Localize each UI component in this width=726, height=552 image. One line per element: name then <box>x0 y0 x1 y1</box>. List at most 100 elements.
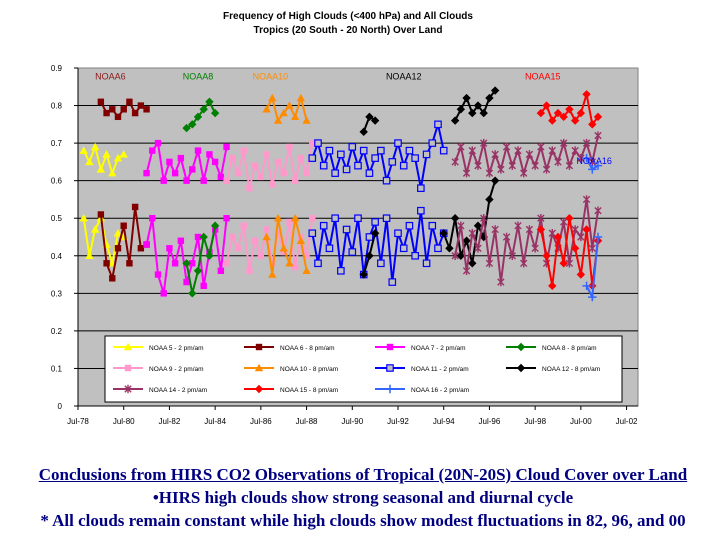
data-point <box>508 161 516 170</box>
data-point <box>246 184 253 192</box>
data-point <box>274 158 282 166</box>
x-tick-label: Jul-02 <box>616 417 638 426</box>
data-point <box>514 221 522 230</box>
data-point <box>296 93 306 102</box>
data-point <box>411 251 419 260</box>
legend-label: NOAA 8 - 8 pm/am <box>542 345 597 352</box>
data-point <box>548 116 557 125</box>
data-point <box>542 165 551 174</box>
data-point <box>223 143 230 151</box>
data-point <box>303 252 310 259</box>
series-line <box>311 210 445 283</box>
data-point <box>582 225 591 234</box>
data-point <box>189 166 196 173</box>
data-point <box>302 266 311 274</box>
y-tick-label: 0.5 <box>51 214 63 223</box>
data-point <box>577 232 585 242</box>
data-point <box>171 260 179 267</box>
data-point <box>536 225 546 234</box>
data-point <box>171 169 179 177</box>
data-point <box>405 146 414 155</box>
legend-item: NOAA 16 - 2 pm/am <box>375 384 469 394</box>
satellite-label: NOAA16 <box>576 156 612 166</box>
data-point <box>251 162 259 169</box>
data-point <box>90 225 100 233</box>
data-point <box>451 251 459 260</box>
data-point <box>257 252 265 259</box>
data-point <box>308 154 317 162</box>
data-point <box>210 108 220 118</box>
legend-swatch-marker <box>124 384 132 394</box>
legend-item: NOAA 6 - 8 pm/am <box>244 343 335 352</box>
data-point <box>223 215 230 222</box>
data-point <box>553 108 563 118</box>
legend-swatch-marker <box>516 363 526 373</box>
legend-item: NOAA 10 - 8 pm/am <box>244 363 338 373</box>
data-point <box>474 161 482 170</box>
data-point <box>120 222 127 229</box>
data-point <box>79 214 88 222</box>
y-tick-label: 0 <box>58 402 63 411</box>
data-point <box>559 112 568 122</box>
data-point <box>451 157 459 167</box>
data-point <box>456 251 466 260</box>
data-point <box>296 236 306 244</box>
data-point <box>485 195 494 204</box>
satellite-label: NOAA6 <box>95 72 126 82</box>
legend-label: NOAA 14 - 2 pm/am <box>149 387 207 394</box>
data-point <box>559 259 568 268</box>
data-point <box>325 146 334 155</box>
data-point <box>183 177 190 184</box>
data-point <box>205 97 214 106</box>
x-tick-label: Jul-82 <box>159 417 181 426</box>
data-point <box>370 116 380 125</box>
data-point <box>234 245 242 252</box>
data-point <box>143 241 150 248</box>
data-point <box>405 221 414 230</box>
data-point <box>200 177 207 184</box>
data-point <box>285 259 294 267</box>
legend-label: NOAA 15 - 8 pm/am <box>280 387 338 394</box>
legend-swatch-marker <box>255 343 263 351</box>
x-tick-label: Jul-88 <box>296 417 318 426</box>
data-point <box>137 102 145 109</box>
data-point <box>542 101 551 110</box>
x-tick-label: Jul-84 <box>204 417 226 426</box>
data-point <box>588 120 597 129</box>
data-point <box>286 143 293 151</box>
data-point <box>154 271 162 278</box>
data-point <box>462 168 471 178</box>
series-5 <box>223 139 316 274</box>
data-point <box>160 177 167 184</box>
data-point <box>108 168 117 177</box>
x-tick-label: Jul-92 <box>387 417 409 426</box>
data-point <box>548 229 556 238</box>
data-point <box>485 259 494 268</box>
data-point <box>473 101 483 110</box>
data-point <box>211 158 219 166</box>
data-point <box>365 233 374 241</box>
data-point <box>103 260 110 267</box>
legend-item: NOAA 9 - 2 pm/am <box>113 364 204 373</box>
data-point <box>279 244 288 252</box>
legend-label: NOAA 9 - 2 pm/am <box>149 366 204 373</box>
data-point <box>290 214 300 222</box>
series-line <box>225 218 314 271</box>
data-point <box>588 244 596 253</box>
data-point <box>280 248 287 256</box>
chart-subtitle: Tropics (20 South - 20 North) Over Land <box>254 25 443 36</box>
data-point <box>342 165 351 174</box>
data-point <box>582 153 591 163</box>
data-point <box>268 93 277 102</box>
series-9 <box>451 131 602 287</box>
legend-swatch-marker <box>386 364 394 372</box>
data-point <box>456 105 466 114</box>
data-point <box>262 232 271 241</box>
data-point <box>428 139 437 147</box>
data-point <box>114 245 122 252</box>
data-point <box>560 217 568 227</box>
data-point <box>382 214 391 223</box>
data-point <box>319 221 328 230</box>
data-point <box>199 105 208 114</box>
data-point <box>154 139 162 147</box>
